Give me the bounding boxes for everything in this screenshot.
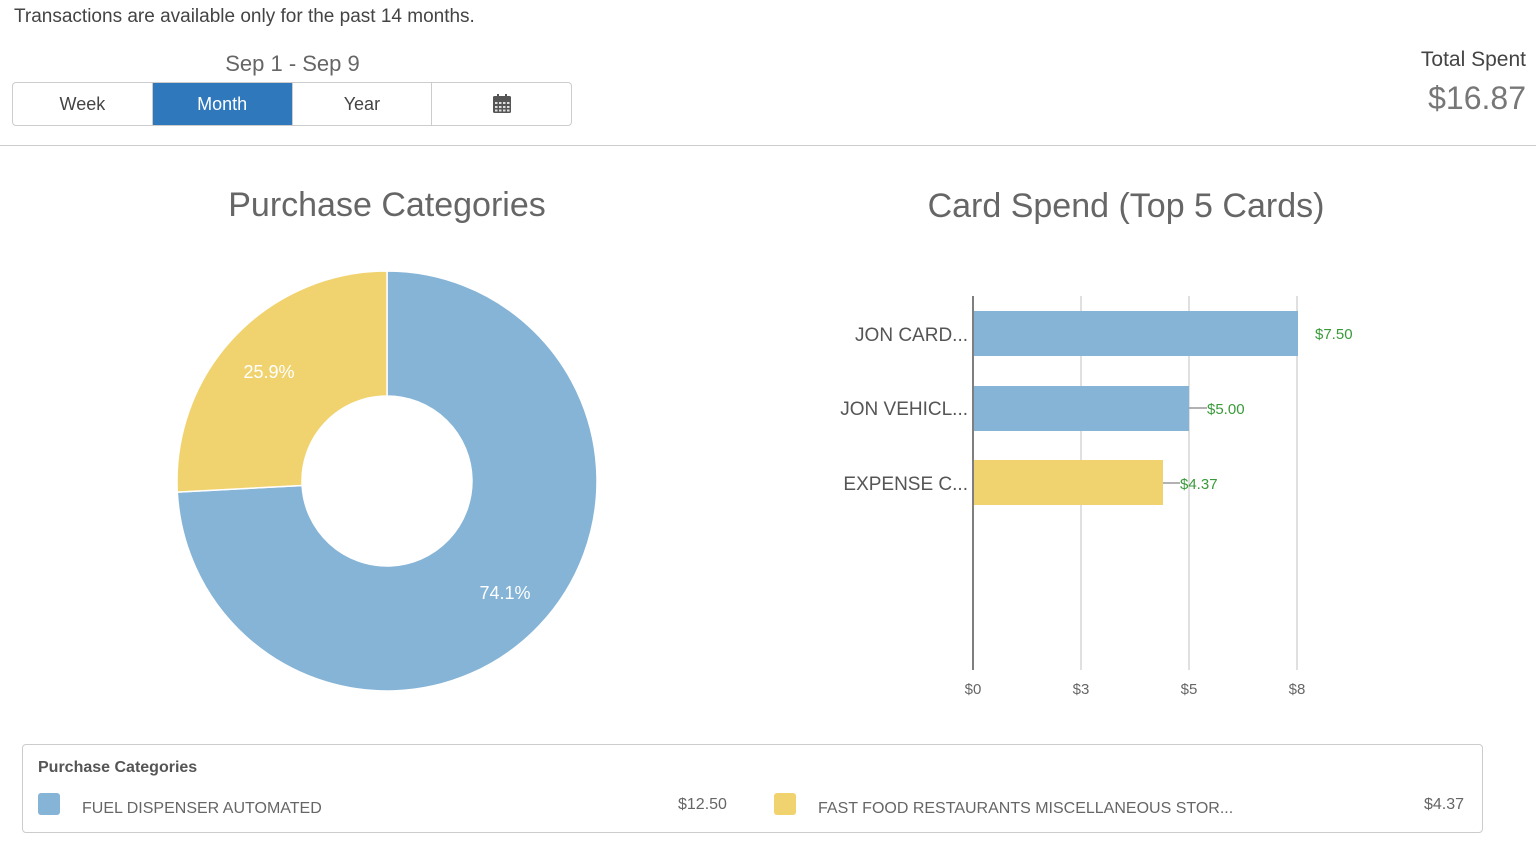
bar-jon-card[interactable] — [974, 311, 1298, 356]
x-tick-1: $3 — [1073, 681, 1090, 698]
x-tick-3: $8 — [1289, 681, 1306, 698]
bar-value-jon-card: $7.50 — [1315, 326, 1353, 343]
purchase-categories-legend: Purchase Categories FUEL DISPENSER AUTOM… — [22, 744, 1483, 833]
tab-calendar[interactable] — [432, 83, 571, 125]
purchase-categories-donut: 74.1% 25.9% — [176, 270, 598, 692]
card-spend-bar-chart: $7.50 $5.00 $4.37 JON CARD... JON VEHICL… — [840, 296, 1353, 698]
legend-name: FAST FOOD RESTAURANTS MISCELLANEOUS STOR… — [818, 800, 1234, 817]
legend-name: FUEL DISPENSER AUTOMATED — [82, 800, 322, 817]
bar-jon-vehicle[interactable] — [974, 386, 1189, 431]
date-range-label: Sep 1 - Sep 9 — [225, 51, 360, 76]
donut-slice-fast-food[interactable] — [176, 270, 388, 493]
legend-swatch-fast-food — [774, 793, 796, 815]
calendar-icon — [492, 94, 511, 113]
purchase-categories-title: Purchase Categories — [228, 186, 546, 224]
bar-expense[interactable] — [974, 460, 1163, 505]
tab-year[interactable]: Year — [293, 83, 433, 125]
legend-title: Purchase Categories — [38, 759, 198, 776]
bar-value-jon-vehicle: $5.00 — [1207, 401, 1245, 418]
total-spent-label: Total Spent — [1420, 48, 1526, 71]
x-tick-2: $5 — [1181, 681, 1198, 698]
legend-amount: $12.50 — [678, 796, 727, 813]
bar-label-jon-card: JON CARD... — [855, 325, 968, 346]
legend-item-fuel[interactable]: FUEL DISPENSER AUTOMATED $12.50 — [38, 793, 733, 817]
donut-label-fast-food: 25.9% — [243, 362, 294, 382]
card-spend-title: Card Spend (Top 5 Cards) — [927, 187, 1325, 225]
bar-label-expense: EXPENSE C... — [843, 474, 968, 495]
legend-swatch-fuel — [38, 793, 60, 815]
legend-item-fast-food[interactable]: FAST FOOD RESTAURANTS MISCELLANEOUS STOR… — [774, 793, 1469, 817]
period-selector: Week Month Year — [12, 82, 572, 126]
bar-label-jon-vehicle: JON VEHICL... — [840, 399, 968, 420]
x-tick-0: $0 — [965, 681, 982, 698]
total-spent-value: $16.87 — [1428, 80, 1526, 116]
tab-week[interactable]: Week — [13, 83, 153, 125]
legend-amount: $4.37 — [1424, 796, 1465, 813]
header-divider — [0, 145, 1536, 146]
transactions-notice: Transactions are available only for the … — [14, 6, 475, 27]
donut-slice-fuel[interactable] — [176, 270, 598, 692]
bar-value-expense: $4.37 — [1180, 476, 1218, 493]
donut-label-fuel: 74.1% — [479, 583, 530, 603]
tab-month[interactable]: Month — [152, 83, 293, 125]
